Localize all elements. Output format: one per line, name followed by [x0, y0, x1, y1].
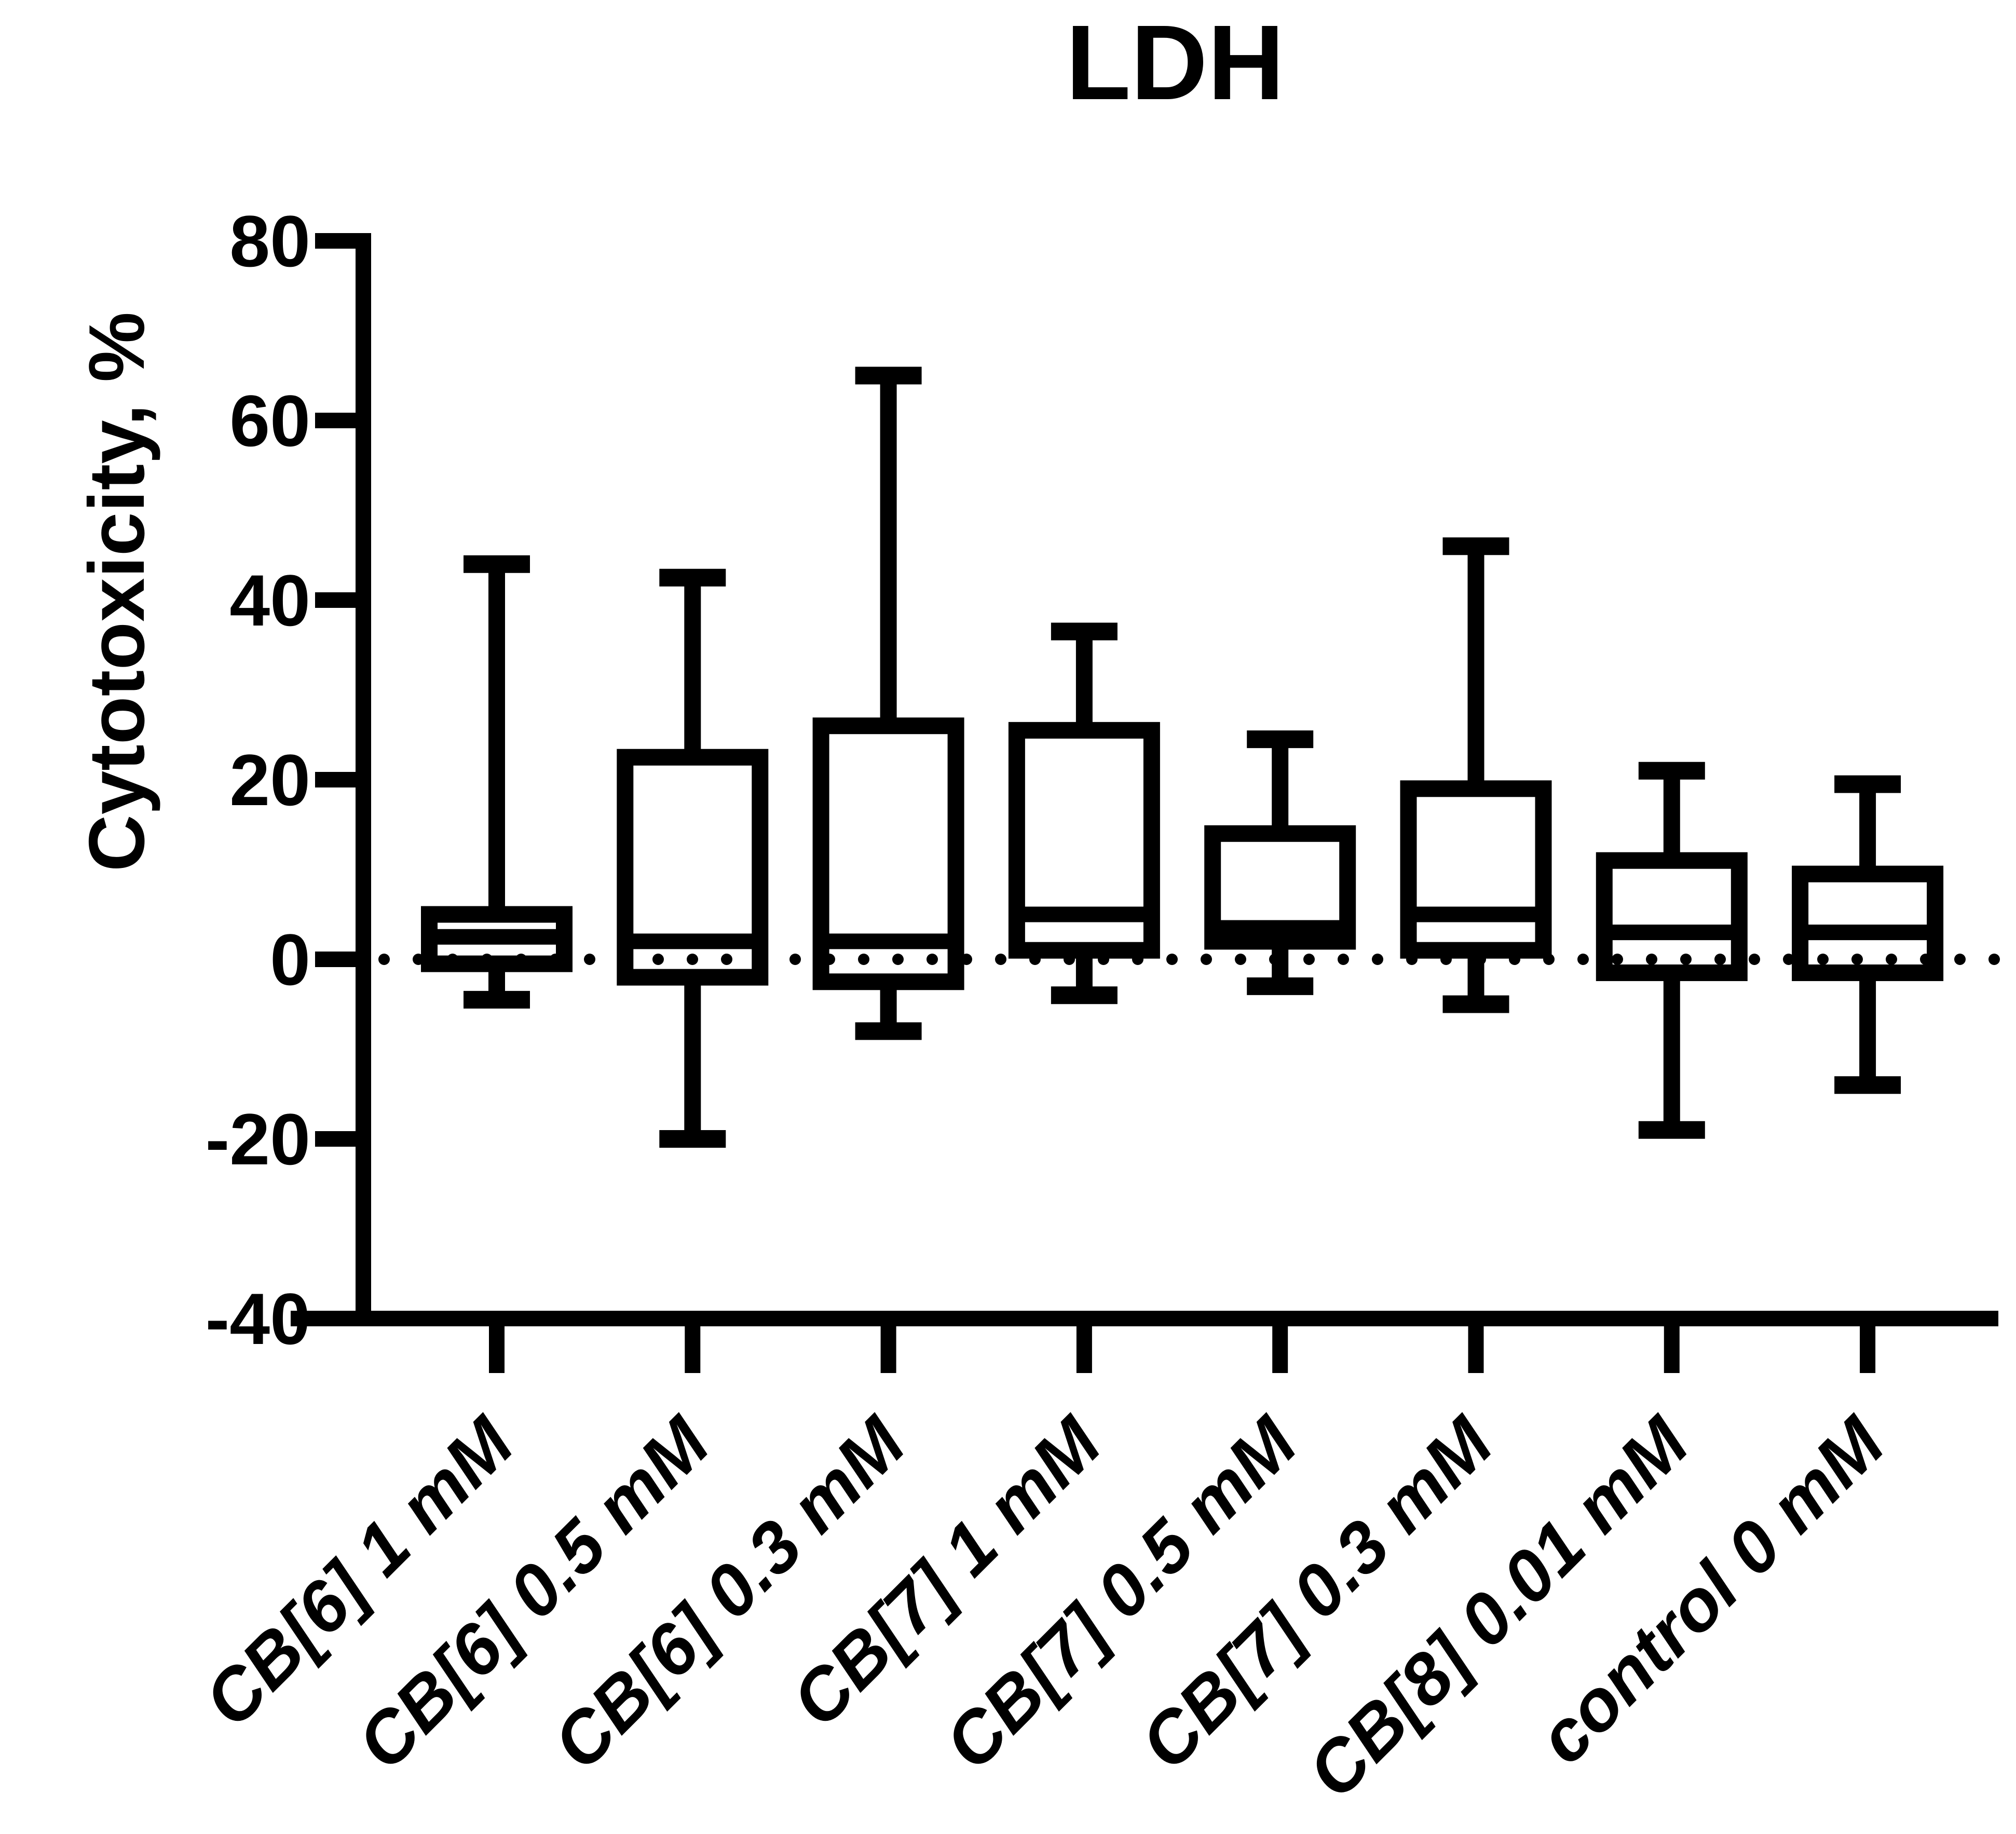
y-tick-label--40: -40: [206, 1278, 310, 1360]
x-category-label-cb-6-0-3-mm: CB[6] 0.3 mM: [537, 1401, 921, 1785]
box-cb-7-0-3-mm: [1400, 780, 1552, 959]
y-tick-label-40: 40: [229, 560, 310, 641]
y-tick-label--20: -20: [206, 1098, 310, 1180]
x-category-label-cb-6-0-5-mm: CB[6] 0.5 mM: [341, 1401, 725, 1785]
y-tick-label-0: 0: [270, 919, 310, 1000]
y-tick-label-20: 20: [229, 739, 310, 821]
box-cb-8-0-01-mm: [1596, 852, 1748, 981]
y-tick-label-80: 80: [229, 200, 310, 282]
x-category-label-cb-7-0-3-mm: CB[7] 0.3 mM: [1125, 1401, 1509, 1785]
chart-title: LDH: [1066, 3, 1285, 122]
y-tick-label-60: 60: [229, 380, 310, 461]
x-category-label-control-0-mm: control 0 mM: [1522, 1401, 1900, 1779]
x-category-label-cb-7-0-5-mm: CB[7] 0.5 mM: [929, 1401, 1313, 1785]
